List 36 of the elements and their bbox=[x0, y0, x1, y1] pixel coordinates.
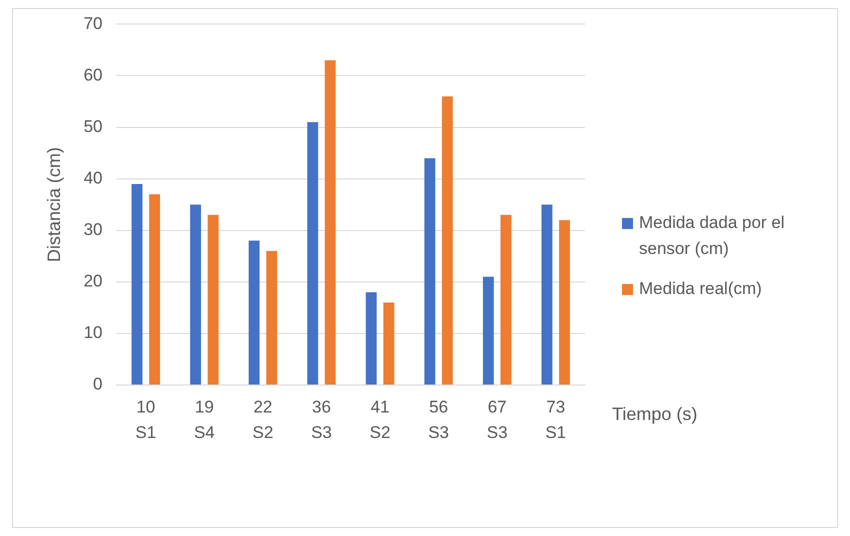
x-tick-label: 41 S2 bbox=[370, 397, 390, 442]
bar bbox=[266, 250, 278, 384]
bar bbox=[366, 292, 377, 384]
y-tick-label: 10 bbox=[84, 323, 103, 342]
bar bbox=[500, 214, 512, 384]
x-tick-label: 22 S2 bbox=[252, 397, 274, 442]
bar bbox=[190, 204, 202, 384]
y-tick-label: 70 bbox=[84, 14, 103, 33]
bar bbox=[248, 240, 260, 384]
bar bbox=[307, 122, 318, 384]
bar bbox=[132, 184, 142, 384]
bar bbox=[424, 158, 436, 384]
legend-label: Medida dada por el sensor (cm) bbox=[639, 212, 786, 260]
bar bbox=[559, 220, 570, 384]
y-tick-label: 30 bbox=[84, 220, 103, 240]
x-axis-title: Tiempo (s) bbox=[612, 404, 698, 424]
y-tick-label: 20 bbox=[84, 272, 103, 291]
bar bbox=[482, 276, 494, 384]
x-tick-label: 67 S3 bbox=[486, 397, 508, 442]
x-tick-label: 19 S4 bbox=[194, 397, 215, 442]
legend-label: Medida real(cm) bbox=[639, 278, 762, 300]
bar bbox=[149, 194, 160, 384]
x-tick-label: 73 S1 bbox=[545, 397, 566, 442]
bar bbox=[541, 204, 552, 384]
bar bbox=[208, 214, 219, 384]
y-tick-label: 50 bbox=[84, 116, 103, 136]
y-tick-label: 60 bbox=[84, 65, 103, 84]
x-tick-label: 10 S1 bbox=[135, 397, 156, 442]
y-axis-title: Distancia (cm) bbox=[44, 147, 64, 262]
bar bbox=[383, 302, 394, 384]
y-tick-label: 40 bbox=[84, 168, 103, 188]
x-tick-label: 36 S3 bbox=[311, 397, 332, 442]
bar bbox=[324, 60, 336, 384]
y-tick-label: 0 bbox=[93, 374, 103, 394]
x-tick-label: 56 S3 bbox=[428, 397, 449, 442]
bar bbox=[442, 96, 453, 384]
